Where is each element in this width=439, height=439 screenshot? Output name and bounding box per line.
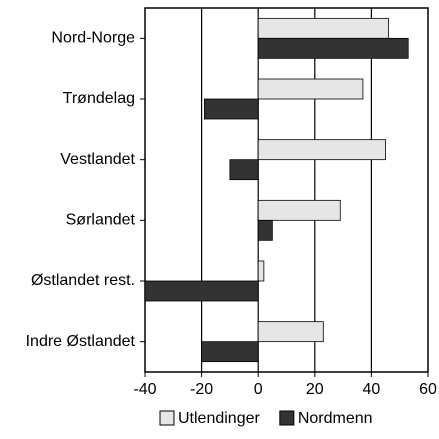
legend-swatch (279, 410, 295, 426)
x-tick-label: 0 (254, 381, 263, 398)
bar (204, 98, 259, 120)
y-tick-label: Østlandet rest. (31, 272, 135, 289)
y-tick-label: Trøndelag (63, 90, 135, 107)
bar (257, 37, 409, 59)
bar (201, 341, 259, 363)
y-tick-label: Vestlandet (60, 151, 135, 168)
x-tick-label: -20 (190, 381, 213, 398)
x-tick-label: 40 (363, 381, 381, 398)
y-tick-label: Sørlandet (66, 212, 136, 229)
x-tick-label: -40 (133, 381, 156, 398)
bar (257, 199, 341, 221)
bar (257, 321, 324, 343)
legend-label: Nordmenn (298, 410, 373, 427)
y-tick-label: Nord-Norge (51, 30, 135, 47)
bar (257, 78, 364, 100)
x-tick-label: 60 (419, 381, 437, 398)
y-tick-label: Indre Østlandet (26, 333, 136, 350)
bar (257, 139, 386, 161)
plot-frame (144, 7, 429, 373)
legend-swatch (159, 410, 175, 426)
bar (257, 17, 389, 39)
bar (229, 159, 259, 181)
bar (257, 219, 273, 241)
bar (257, 260, 265, 282)
x-tick-label: 20 (306, 381, 324, 398)
bar (144, 280, 259, 302)
legend-label: Utlendinger (178, 410, 261, 427)
